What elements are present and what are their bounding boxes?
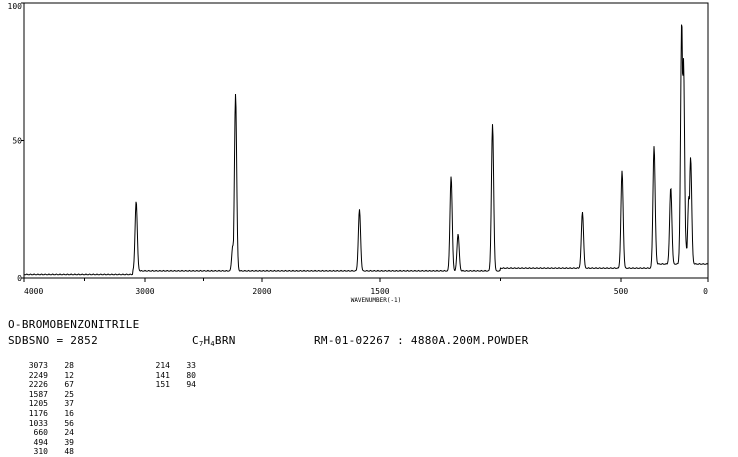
peak-intensity: 80	[186, 370, 196, 380]
peak-intensity: 56	[64, 418, 74, 428]
formula-c-count: 7	[198, 340, 204, 348]
peak-row: 141 80	[132, 371, 196, 381]
ir-spectrum-chart: 4000 3000 2000 1500 500 0 0 50 100 WAVENUMBER(-…	[8, 2, 709, 304]
spectrum-line	[23, 24, 709, 276]
x-tick-label: 500	[614, 287, 629, 296]
peak-intensity: 12	[64, 370, 74, 380]
compound-name: O-BROMOBENZONITRILE	[8, 318, 140, 331]
peak-intensity: 33	[186, 361, 196, 370]
x-tick-label: 1500	[370, 287, 389, 296]
measurement-info: RM-01-02267 : 4880A.200M.POWDER	[314, 334, 529, 347]
peak-intensity: 48	[64, 447, 74, 457]
x-axis-ticks: 4000 3000 2000 1500 500 0	[23, 278, 709, 296]
peak-intensity: 37	[64, 399, 74, 409]
peak-wavenumber: 2249	[28, 370, 48, 380]
x-tick-label: 4000	[24, 287, 43, 296]
peak-wavenumber: 310	[33, 447, 48, 457]
peak-wavenumber: 3073	[28, 361, 48, 370]
peak-wavenumber: 1176	[28, 408, 48, 418]
plot-frame	[23, 2, 709, 279]
formula-h: H	[203, 334, 211, 347]
peak-intensity: 24	[64, 428, 74, 438]
x-tick-label: 0	[703, 287, 708, 296]
peak-row: 1587 25	[10, 390, 74, 400]
peak-intensity: 94	[186, 380, 196, 390]
y-tick-label: 50	[12, 137, 22, 146]
formula-rest: BRN	[214, 334, 236, 347]
x-axis-label: WAVENUMBER(-1)	[351, 297, 402, 304]
peak-row: 1205 37	[10, 399, 74, 409]
peak-row: 151 94	[132, 380, 196, 390]
peak-wavenumber: 1205	[28, 399, 48, 409]
formula-c: C	[192, 334, 199, 347]
peak-intensity: 25	[64, 389, 74, 399]
plot-area	[23, 2, 709, 279]
peak-intensity: 67	[64, 380, 74, 390]
peak-intensity: 28	[64, 361, 74, 370]
peak-wavenumber: 151	[155, 380, 170, 390]
y-tick-label: 100	[8, 2, 23, 11]
peak-row: 660 24	[10, 428, 74, 438]
x-tick-label: 3000	[135, 287, 154, 296]
peak-intensity: 39	[64, 437, 74, 447]
x-tick-label: 2000	[252, 287, 271, 296]
peak-row: 494 39	[10, 438, 74, 448]
peak-row: 214 33	[132, 361, 196, 371]
peak-table-right: 214 33 141 80 151 94	[132, 361, 196, 390]
peak-row: 310 48	[10, 447, 74, 457]
y-tick-label: 0	[17, 274, 22, 283]
peak-wavenumber: 1587	[28, 389, 48, 399]
molecular-formula: C7H4BRN	[192, 334, 236, 351]
peak-wavenumber: 2226	[28, 380, 48, 390]
peak-row: 1033 56	[10, 419, 74, 429]
peak-wavenumber: 494	[33, 437, 48, 447]
peak-wavenumber: 214	[155, 361, 170, 370]
peak-row: 2249 12	[10, 371, 74, 381]
peak-row: 2226 67	[10, 380, 74, 390]
peak-wavenumber: 1033	[28, 418, 48, 428]
sdbs-number: SDBSNO = 2852	[8, 334, 98, 347]
peak-wavenumber: 141	[155, 370, 170, 380]
peak-table-left: 3073 28 2249 12 2226 67 1587 25 1205 37 1176 16 1033…	[10, 361, 74, 457]
y-axis-ticks: 0 50 100	[8, 2, 24, 283]
peak-row: 3073 28	[10, 361, 74, 371]
peak-wavenumber: 660	[33, 428, 48, 438]
peak-intensity: 16	[64, 408, 74, 418]
formula-h-count: 4	[210, 340, 215, 348]
peak-row: 1176 16	[10, 409, 74, 419]
